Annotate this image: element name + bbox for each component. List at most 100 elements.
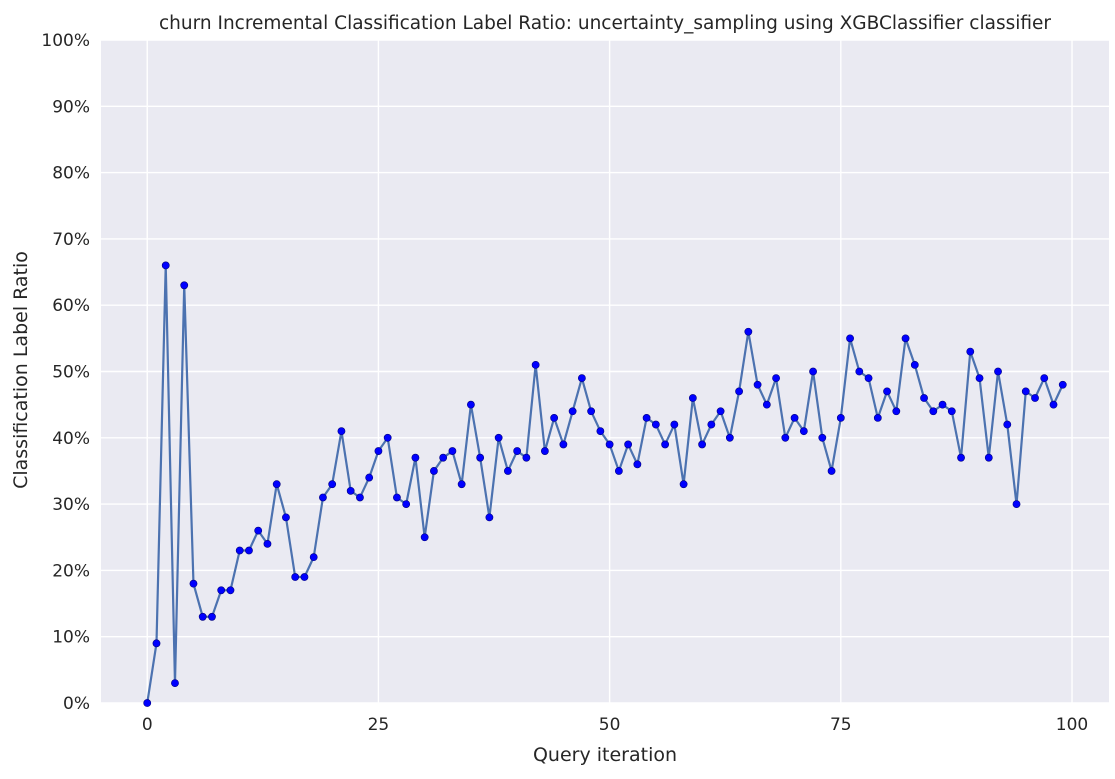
- data-point: [152, 639, 161, 648]
- data-point: [439, 453, 448, 462]
- data-point: [272, 480, 281, 489]
- x-tick-label: 25: [368, 715, 390, 735]
- data-point: [457, 480, 466, 489]
- data-point: [892, 407, 901, 416]
- data-point: [448, 447, 457, 455]
- data-point: [698, 440, 706, 449]
- data-point: [245, 546, 253, 555]
- data-point: [217, 586, 226, 595]
- data-point: [356, 493, 364, 502]
- data-point: [873, 414, 882, 422]
- y-tick-label: 50%: [52, 363, 90, 383]
- data-point: [282, 513, 290, 522]
- data-point: [809, 367, 817, 376]
- data-point: [661, 440, 670, 449]
- data-point: [208, 612, 216, 621]
- series-line-layer: [146, 264, 1064, 704]
- data-point: [430, 467, 438, 475]
- data-point: [476, 453, 485, 462]
- x-tick-label: 75: [830, 715, 852, 735]
- data-point: [1012, 500, 1021, 508]
- data-point: [614, 467, 623, 475]
- data-point: [827, 467, 836, 475]
- y-tick-label: 100%: [41, 31, 90, 51]
- data-point: [383, 433, 392, 442]
- data-point: [337, 427, 346, 436]
- y-axis-ticks: 0% 10% 20% 30% 40% 50% 60% 70% 80% 90% 100%: [41, 31, 90, 714]
- data-point: [577, 374, 586, 383]
- data-point: [319, 493, 327, 502]
- data-point: [1003, 420, 1012, 429]
- data-point: [605, 440, 614, 449]
- data-point: [920, 394, 928, 402]
- x-tick-label: 50: [599, 715, 621, 735]
- data-point: [624, 440, 633, 449]
- data-point: [975, 374, 984, 383]
- data-point: [180, 281, 189, 290]
- data-point: [864, 374, 873, 383]
- x-tick-label: 100: [1056, 715, 1088, 735]
- series-line: [146, 264, 1064, 704]
- data-point: [559, 440, 568, 449]
- data-point: [633, 460, 642, 469]
- data-point: [679, 480, 688, 489]
- data-point: [744, 327, 753, 336]
- data-point: [300, 573, 309, 581]
- data-point: [966, 347, 975, 356]
- data-point: [901, 334, 910, 343]
- data-point: [374, 447, 383, 455]
- data-point: [402, 500, 411, 508]
- data-point: [494, 433, 503, 442]
- y-tick-label: 80%: [52, 164, 90, 184]
- x-tick-label: 0: [142, 715, 153, 735]
- data-point: [587, 407, 596, 416]
- data-point: [642, 414, 651, 422]
- data-point: [753, 380, 762, 389]
- data-point: [522, 453, 531, 462]
- data-point: [836, 414, 845, 422]
- data-point: [568, 407, 577, 416]
- data-point: [994, 367, 1002, 376]
- data-point: [725, 433, 734, 442]
- data-point: [263, 539, 272, 548]
- data-point: [790, 414, 799, 422]
- data-point: [291, 573, 300, 581]
- data-point: [467, 400, 475, 409]
- data-point: [947, 407, 956, 416]
- data-point: [1049, 400, 1058, 409]
- data-point: [540, 447, 549, 455]
- data-point: [716, 407, 725, 416]
- data-point: [161, 261, 170, 270]
- y-tick-label: 10%: [52, 628, 90, 648]
- data-points: [143, 261, 1067, 707]
- data-point: [513, 447, 522, 455]
- y-tick-label: 90%: [52, 97, 90, 117]
- data-point: [883, 387, 891, 396]
- y-tick-label: 20%: [52, 561, 90, 581]
- y-tick-label: 60%: [52, 296, 90, 316]
- data-point: [799, 427, 808, 436]
- y-tick-label: 0%: [63, 694, 90, 714]
- data-point: [735, 387, 743, 396]
- data-point: [143, 699, 152, 707]
- data-point: [855, 367, 864, 376]
- data-point: [420, 533, 429, 542]
- data-point: [651, 420, 660, 429]
- y-tick-label: 30%: [52, 495, 90, 515]
- data-point: [198, 612, 207, 621]
- data-point: [503, 467, 512, 475]
- data-point: [189, 579, 198, 588]
- data-point: [309, 553, 318, 562]
- data-point: [254, 526, 263, 535]
- data-point: [772, 374, 780, 383]
- data-point: [1040, 374, 1049, 383]
- y-tick-label: 40%: [52, 429, 90, 449]
- data-point: [929, 407, 938, 416]
- x-axis-title: Query iteration: [533, 744, 677, 766]
- data-point: [531, 360, 540, 369]
- chart-title: churn Incremental Classification Label R…: [159, 13, 1051, 34]
- data-point: [957, 453, 965, 462]
- data-point: [910, 360, 919, 369]
- data-point: [846, 334, 854, 343]
